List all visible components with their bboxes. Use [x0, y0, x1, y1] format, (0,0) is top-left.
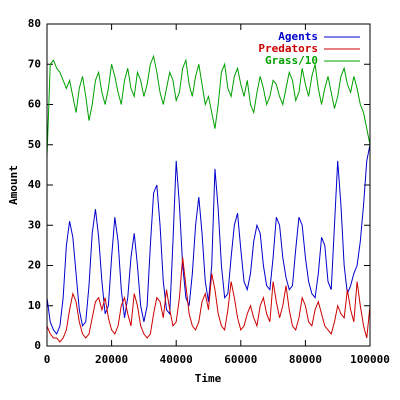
y-tick-label: 10 [28, 299, 41, 312]
series-line [46, 54, 371, 157]
legend-label: Agents [278, 30, 318, 43]
plot-border [46, 23, 371, 347]
legend-label: Predators [258, 42, 318, 55]
series-line [46, 257, 371, 343]
x-tick-label: 40000 [160, 353, 193, 366]
y-tick-label: 70 [28, 57, 41, 70]
x-tick-label: 60000 [224, 353, 257, 366]
y-axis-label: Amount [7, 165, 20, 205]
y-tick-label: 30 [28, 218, 41, 231]
y-tick-label: 20 [28, 259, 41, 272]
y-tick-label: 40 [28, 178, 41, 191]
y-tick-label: 80 [28, 17, 41, 30]
y-tick-label: 0 [34, 339, 41, 352]
y-tick-label: 60 [28, 98, 41, 111]
series-line [46, 144, 371, 335]
y-tick-label: 50 [28, 138, 41, 151]
x-axis-label: Time [195, 372, 222, 385]
x-tick-label: 80000 [289, 353, 322, 366]
x-tick-label: 0 [44, 353, 51, 366]
x-tick-label: 100000 [350, 353, 390, 366]
x-tick-label: 20000 [95, 353, 128, 366]
legend-label: Grass/10 [265, 54, 318, 67]
